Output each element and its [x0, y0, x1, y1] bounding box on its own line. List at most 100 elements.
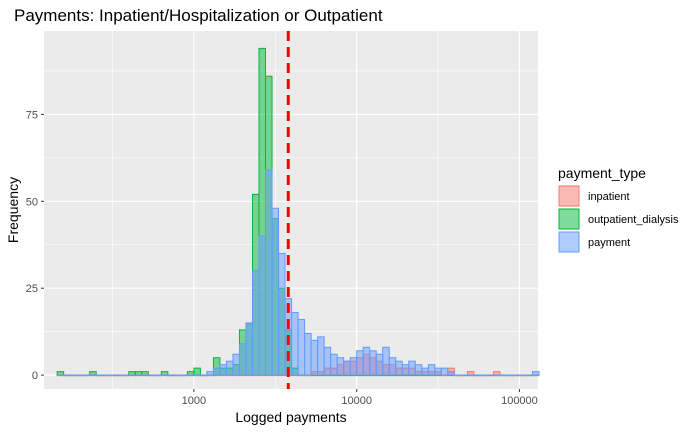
histogram-bar: [375, 353, 384, 376]
histogram-bar: [466, 374, 475, 377]
legend-label-inpatient: inpatient: [588, 191, 630, 203]
histogram-bar: [518, 374, 527, 377]
histogram-bar: [297, 318, 306, 376]
legend-key-inpatient: [558, 185, 580, 207]
legend-label-outpatient-dialysis: outpatient_dialysis: [588, 214, 679, 226]
histogram-bar: [356, 350, 364, 376]
legend-key-outpatient-dialysis: [558, 208, 580, 230]
histogram-bar: [343, 360, 351, 376]
histogram-bar: [128, 374, 136, 377]
histogram-bar: [512, 374, 520, 377]
histogram-bar: [369, 350, 377, 376]
y-tick-label: 0: [32, 370, 38, 382]
histogram-bar: [408, 360, 416, 376]
legend: payment_type inpatient outpatient_dialys…: [558, 165, 679, 253]
histogram-bar: [401, 364, 410, 376]
histogram-bar: [89, 374, 97, 377]
histogram-bar: [115, 374, 123, 377]
x-tick-label: 1000: [182, 395, 206, 407]
histogram-bar: [531, 371, 540, 376]
y-tick-label: 75: [26, 109, 38, 121]
histogram-bar: [382, 346, 390, 376]
histogram-bar: [434, 367, 442, 376]
histogram-bar: [160, 371, 169, 376]
histogram-bar: [479, 374, 488, 377]
histogram-bar: [304, 332, 312, 376]
histogram-bar: [128, 371, 136, 376]
histogram-bar: [447, 371, 455, 376]
histogram-bar: [134, 371, 143, 376]
histogram-bar: [69, 374, 78, 377]
legend-key-payment: [558, 231, 580, 253]
y-axis: 0 25 50 75: [26, 109, 44, 382]
histogram-bar: [56, 371, 65, 376]
y-tick-label: 25: [26, 283, 38, 295]
x-tick-label: 10000: [341, 395, 372, 407]
histogram-bar: [232, 353, 240, 376]
histogram-bar: [186, 371, 195, 376]
histogram-bar: [258, 235, 267, 376]
histogram-bar: [453, 374, 462, 377]
histogram-bar: [141, 371, 149, 376]
histogram-bar: [180, 374, 188, 377]
histogram-bar: [525, 374, 533, 377]
histogram-bar: [238, 343, 247, 376]
histogram-bar: [427, 364, 436, 376]
histogram-bar: [89, 371, 97, 376]
histogram-bar: [473, 374, 481, 377]
histogram-bar: [466, 371, 475, 376]
histogram-bar: [336, 357, 345, 376]
x-axis-title: Logged payments: [235, 409, 346, 425]
histogram-bar: [317, 336, 325, 376]
histogram-bar: [219, 364, 227, 376]
histogram-bar: [173, 374, 182, 377]
histogram-bar: [492, 371, 501, 376]
chart-title: Payments: Inpatient/Hospitalization or O…: [14, 6, 383, 25]
histogram-bar: [440, 367, 449, 376]
x-axis: 1000 10000 100000: [182, 389, 538, 407]
histogram-bar: [160, 374, 169, 377]
histogram-bar: [395, 360, 403, 376]
histogram-bar: [225, 360, 234, 376]
histogram-bar: [134, 374, 143, 377]
histogram-bar: [271, 207, 280, 376]
histogram-bar: [147, 374, 156, 377]
histogram-bar: [278, 252, 286, 376]
histogram-bar: [310, 339, 319, 376]
histogram-bar: [492, 374, 501, 377]
histogram-bar: [414, 364, 423, 376]
histogram-bar: [95, 374, 104, 377]
histogram-bar: [206, 371, 214, 376]
histogram-bar: [141, 374, 149, 377]
histogram-bar: [323, 346, 332, 376]
x-tick-label: 100000: [501, 395, 538, 407]
histogram-bar: [460, 374, 468, 377]
histogram-bar: [56, 374, 65, 377]
histogram-bar: [82, 374, 91, 377]
legend-label-payment: payment: [588, 237, 630, 249]
histogram-bar: [199, 374, 208, 377]
histogram-bar: [102, 374, 110, 377]
legend-title: payment_type: [558, 165, 646, 181]
histogram-bar: [388, 357, 397, 376]
histogram-bar: [245, 322, 253, 376]
histogram-bar: [76, 374, 84, 377]
histogram-bar: [121, 374, 130, 377]
histogram-bar: [362, 346, 371, 376]
histogram-bar: [330, 353, 338, 376]
histogram-bar: [486, 374, 494, 377]
histogram-bar: [63, 374, 71, 377]
histogram-bar: [505, 374, 514, 377]
histogram-bar: [499, 374, 507, 377]
histogram-bar: [193, 374, 201, 377]
histogram-bar: [265, 169, 273, 376]
y-tick-label: 50: [26, 196, 38, 208]
histogram-bar: [421, 367, 429, 376]
y-axis-title: Frequency: [5, 177, 21, 243]
histogram-bar: [108, 374, 117, 377]
histogram-bar: [193, 367, 201, 376]
histogram-bar: [291, 312, 299, 376]
histogram-bar: [154, 374, 162, 377]
histogram-bar: [251, 270, 260, 376]
